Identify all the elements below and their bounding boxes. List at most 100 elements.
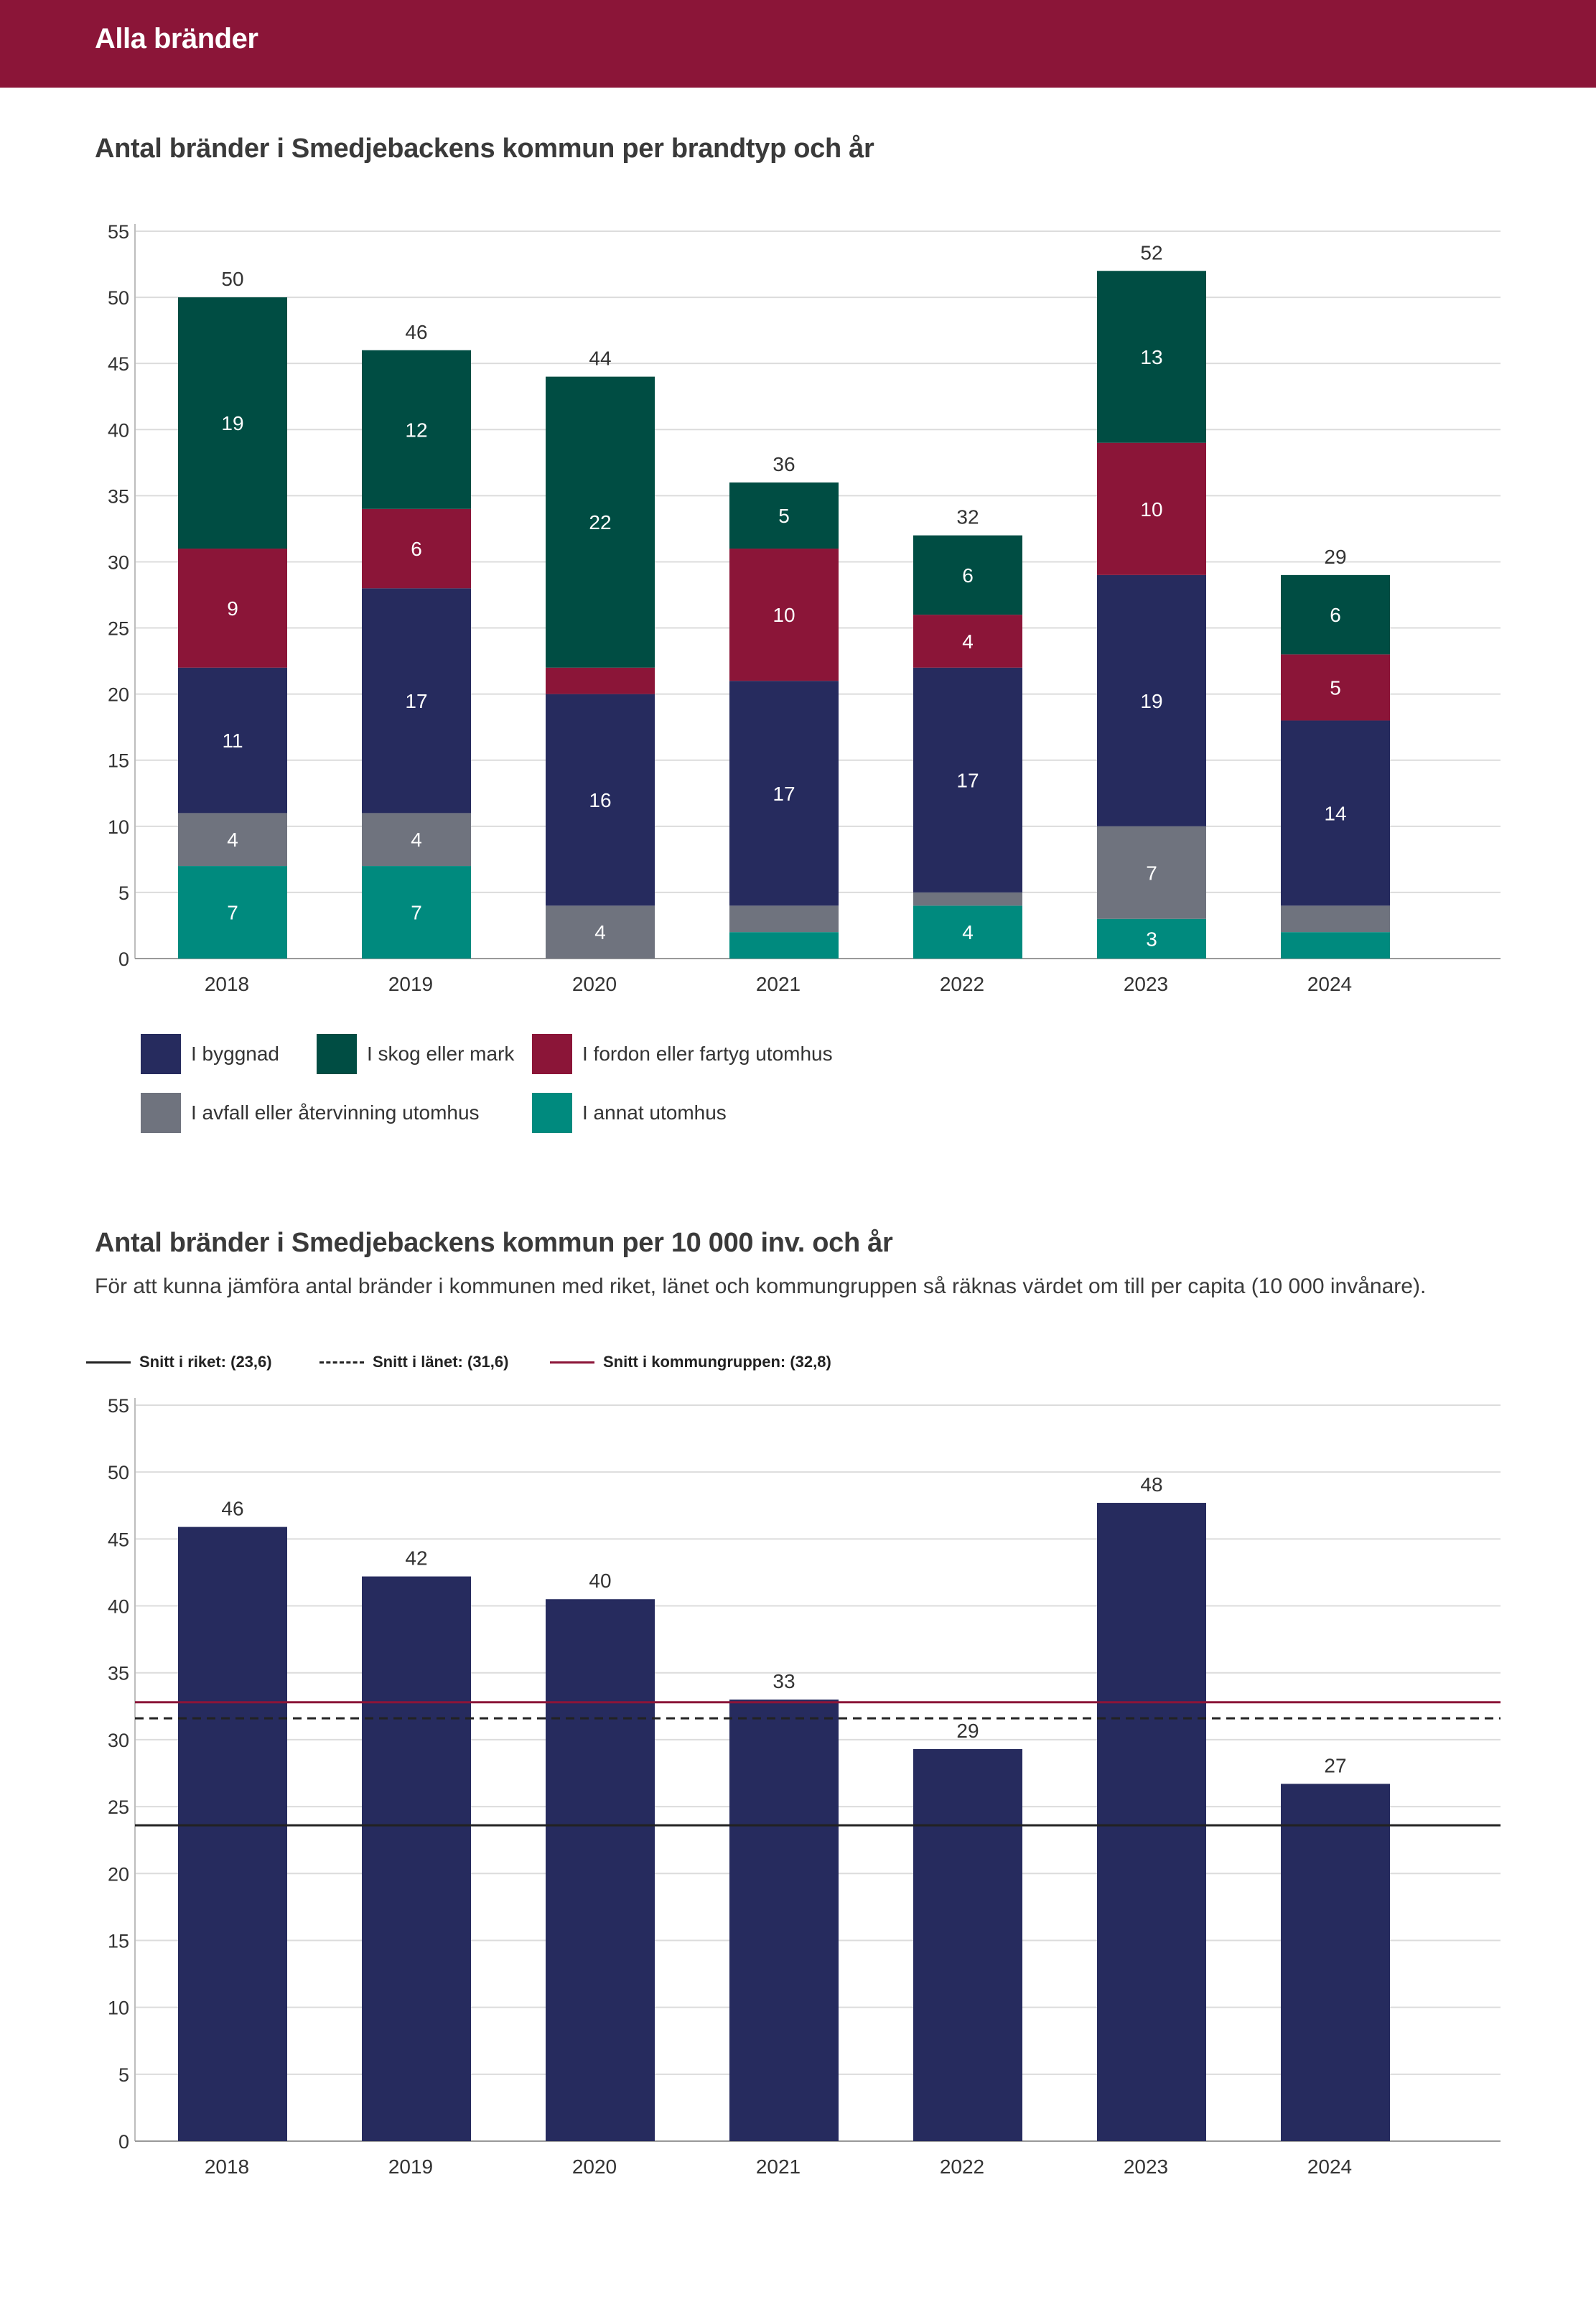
line-legend-sample: [550, 1361, 594, 1364]
segment-label: 9: [227, 597, 238, 620]
segment-label: 12: [405, 419, 427, 441]
header-band: Alla bränder: [0, 0, 1596, 88]
per-capita-bar-chart: 0 5 10 15 20 25 30 35 40 45 50 55 2018 2019 2020 2021 20…: [108, 1395, 1501, 2178]
x-tick-label: 2019: [388, 2155, 433, 2178]
y-tick-label: 30: [108, 551, 129, 573]
segment-label: 10: [1140, 498, 1162, 521]
bar-total-label: 29: [1324, 546, 1346, 568]
bar-segment: [178, 549, 287, 668]
legend-label: I skog eller mark: [367, 1043, 515, 1065]
segment-label: 22: [589, 511, 611, 533]
x-tick-label: 2021: [756, 2155, 801, 2178]
legend-item: I annat utomhus: [532, 1093, 727, 1133]
y-tick-label: 20: [108, 684, 129, 706]
segment-label: 4: [962, 630, 974, 653]
bar-segment: [178, 866, 287, 959]
bar-segment: [1097, 442, 1206, 575]
segment-label: 4: [962, 921, 974, 943]
bar-value-label: 33: [773, 1670, 795, 1692]
segment-label: 11: [222, 730, 243, 752]
bar-segment: [178, 297, 287, 549]
bar-total-label: 52: [1140, 241, 1162, 264]
bar-segment: [1281, 720, 1390, 906]
bar-segment: [546, 694, 655, 906]
chart2-description: För att kunna jämföra antal bränder i ko…: [95, 1274, 1427, 1298]
segment-label: 19: [221, 412, 243, 434]
bar: [913, 1748, 1022, 2141]
x-tick-label: 2018: [205, 973, 249, 995]
line-legend-label: Snitt i länet: (31,6): [373, 1353, 509, 1371]
segment-label: 7: [1146, 862, 1157, 884]
bar-value-label: 46: [221, 1498, 243, 1520]
bar-segment: [1097, 826, 1206, 919]
y-tick-label: 30: [108, 1730, 129, 1751]
segment-label: 13: [1140, 346, 1162, 368]
page-title: Alla bränder: [95, 23, 258, 55]
x-tick-label: 2022: [940, 2155, 984, 2178]
y-tick-label: 25: [108, 618, 129, 640]
bar-segment: [546, 376, 655, 668]
bar-segment: [729, 932, 839, 959]
segment-label: 4: [227, 829, 238, 851]
bar-segment: [729, 482, 839, 549]
line-legend-label: Snitt i riket: (23,6): [139, 1353, 272, 1371]
bar-value-label: 40: [589, 1570, 611, 1592]
chart2-title: Antal bränder i Smedjebackens kommun per…: [95, 1228, 893, 1258]
bar-total-label: 36: [773, 453, 795, 475]
y-tick-label: 40: [108, 419, 129, 441]
line-legend-label: Snitt i kommungruppen: (32,8): [603, 1353, 831, 1371]
chart1-title: Antal bränder i Smedjebackens kommun per…: [95, 134, 874, 164]
bar-total-label: 44: [589, 348, 611, 370]
segment-label: 17: [956, 769, 979, 791]
bar-segment: [913, 892, 1022, 906]
segment-label: 6: [1330, 604, 1341, 626]
bar-segment: [1097, 271, 1206, 443]
y-tick-label: 5: [118, 882, 129, 904]
bar-segment: [1281, 574, 1390, 655]
segment-label: 6: [411, 538, 422, 560]
bar-value-label: 29: [956, 1720, 979, 1742]
bar-segment: [546, 905, 655, 959]
bar-segment: [362, 588, 471, 814]
y-tick-label: 0: [118, 949, 129, 970]
bar-value-label: 27: [1324, 1754, 1346, 1776]
bar-segment: [1281, 932, 1390, 959]
bar: [1097, 1503, 1206, 2141]
line-legend-sample: [86, 1361, 131, 1364]
bar-segment: [362, 813, 471, 867]
x-tick-label: 2024: [1307, 973, 1352, 995]
y-tick-label: 55: [108, 1395, 129, 1417]
chart1-legend: I byggnad I skog eller mark I fordon eller…: [0, 1034, 1596, 1142]
y-tick-label: 45: [108, 353, 129, 375]
bar-segment: [729, 549, 839, 681]
legend-label: I annat utomhus: [582, 1101, 727, 1124]
y-tick-label: 0: [118, 2131, 129, 2153]
bar-segment: [178, 667, 287, 814]
legend-item: I fordon eller fartyg utomhus: [532, 1034, 833, 1074]
legend-swatch: [141, 1093, 181, 1133]
bar: [1281, 1784, 1390, 2141]
x-tick-label: 2019: [388, 973, 433, 995]
bar-segment: [1281, 905, 1390, 933]
bar-segment: [546, 667, 655, 694]
y-tick-label: 10: [108, 1998, 129, 2019]
y-tick-label: 35: [108, 485, 129, 507]
y-tick-label: 15: [108, 750, 129, 772]
bar-total-label: 46: [405, 321, 427, 343]
bar-segment: [913, 615, 1022, 668]
segment-label: 16: [589, 789, 611, 811]
legend-item: I avfall eller återvinning utomhus: [141, 1093, 480, 1133]
bar-total-label: 32: [956, 506, 979, 528]
bar-segment: [1281, 654, 1390, 721]
x-tick-label: 2020: [572, 2155, 617, 2178]
x-tick-label: 2021: [756, 973, 801, 995]
bar-segment: [913, 535, 1022, 615]
bar-value-label: 42: [405, 1547, 427, 1570]
segment-label: 4: [594, 921, 606, 943]
legend-swatch: [532, 1093, 572, 1133]
bar: [362, 1576, 471, 2141]
y-tick-label: 50: [108, 1462, 129, 1483]
segment-label: 5: [1330, 676, 1341, 699]
segment-label: 17: [773, 783, 795, 805]
y-tick-label: 45: [108, 1529, 129, 1550]
